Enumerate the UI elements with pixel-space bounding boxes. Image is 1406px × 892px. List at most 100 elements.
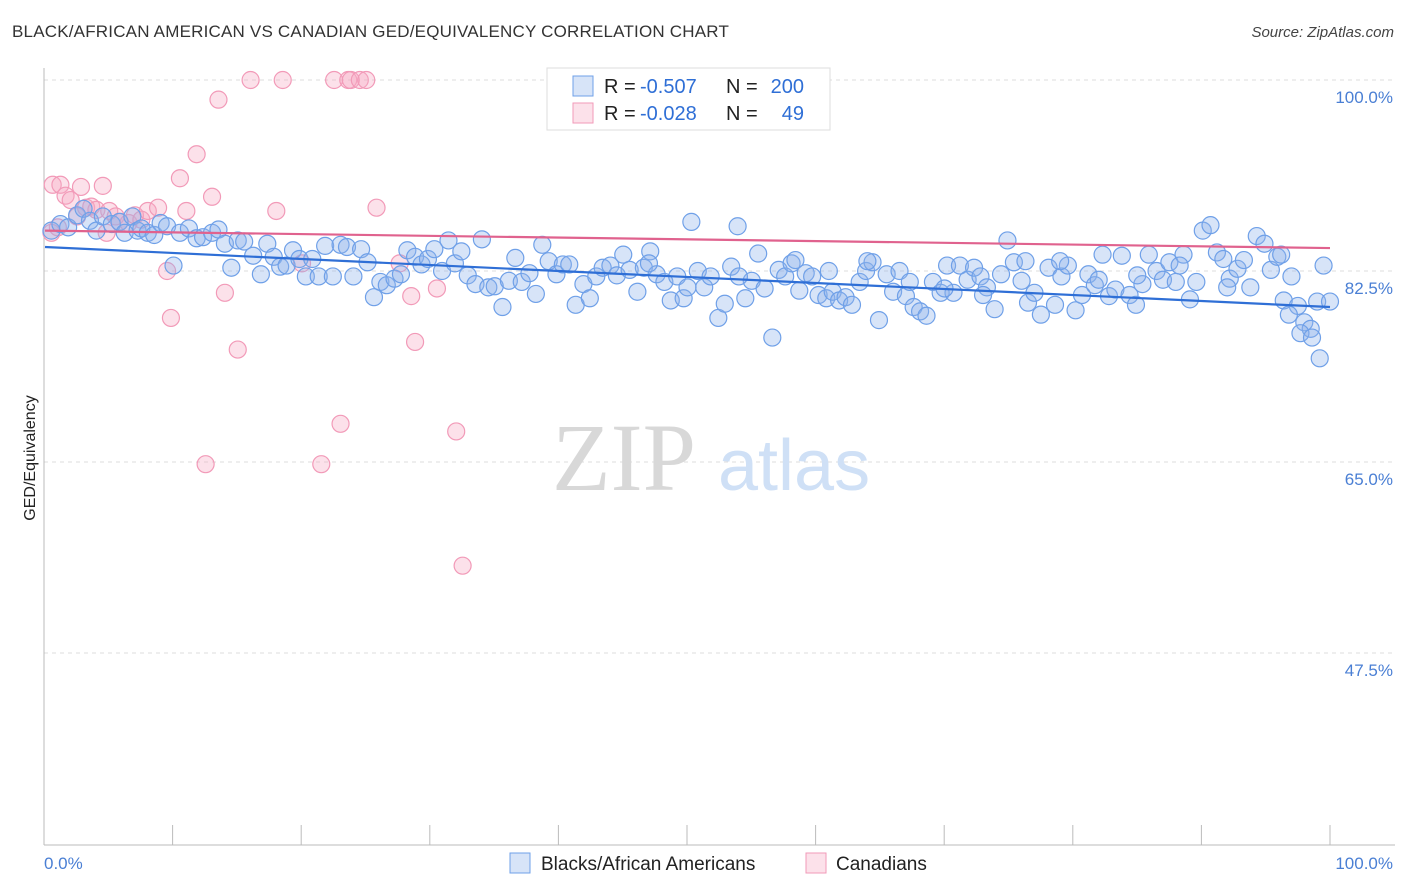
point-blacks-56 xyxy=(425,240,444,259)
point-blacks-72 xyxy=(533,235,552,254)
point-blacks-140 xyxy=(991,265,1011,284)
point-blacks-190 xyxy=(1279,305,1298,324)
point-blacks-86 xyxy=(628,282,647,301)
point-canadians-46 xyxy=(427,279,447,298)
point-blacks-134 xyxy=(950,256,970,275)
point-blacks-155 xyxy=(1093,245,1112,264)
legend-n-label-blacks: N = xyxy=(726,76,758,98)
point-blacks-149 xyxy=(1052,267,1071,286)
point-blacks-171 xyxy=(1201,216,1220,235)
point-blacks-176 xyxy=(1234,250,1254,270)
trend-line-blacks xyxy=(44,245,1331,309)
point-blacks-206 xyxy=(786,250,805,270)
point-blacks-68 xyxy=(506,248,525,268)
point-blacks-104 xyxy=(749,244,768,263)
point-blacks-191 xyxy=(1291,324,1310,343)
point-canadians-7 xyxy=(71,177,91,197)
point-blacks-188 xyxy=(1314,256,1333,275)
point-blacks-102 xyxy=(736,289,755,308)
point-blacks-76 xyxy=(560,255,579,274)
point-canadians-3 xyxy=(51,175,70,194)
point-blacks-45 xyxy=(352,240,371,259)
point-canadians-30 xyxy=(228,340,247,359)
trend-line-canadians xyxy=(44,229,1331,250)
point-canadians-10 xyxy=(87,200,106,219)
point-blacks-201 xyxy=(973,285,993,305)
axes xyxy=(43,68,1395,846)
watermark: ZIP atlas xyxy=(552,404,870,511)
point-blacks-66 xyxy=(493,297,512,317)
point-canadians-31 xyxy=(241,70,260,90)
point-blacks-208 xyxy=(678,278,697,297)
point-blacks-160 xyxy=(1126,295,1146,314)
point-blacks-106 xyxy=(763,328,782,347)
point-blacks-110 xyxy=(790,281,809,300)
point-canadians-28 xyxy=(209,90,228,109)
point-blacks-75 xyxy=(553,255,572,274)
point-blacks-161 xyxy=(1133,274,1152,294)
legend-r-value-blacks: -0.507 xyxy=(640,76,697,98)
point-canadians-11 xyxy=(93,176,112,195)
point-canadians-33 xyxy=(273,70,292,90)
point-blacks-169 xyxy=(1187,272,1206,292)
y-axis-title: GED/Equivalency xyxy=(22,395,39,520)
point-blacks-151 xyxy=(1066,301,1085,320)
point-blacks-209 xyxy=(639,254,659,273)
point-blacks-178 xyxy=(1247,226,1266,246)
point-blacks-39 xyxy=(309,267,328,286)
point-blacks-141 xyxy=(998,231,1017,250)
y-tick-label-2: 65.0% xyxy=(1345,470,1393,489)
point-canadians-40 xyxy=(350,70,369,90)
point-blacks-112 xyxy=(803,267,822,286)
point-blacks-196 xyxy=(1170,256,1189,275)
point-blacks-79 xyxy=(580,289,599,308)
point-canadians-24 xyxy=(177,201,196,221)
point-blacks-192 xyxy=(1310,349,1329,368)
point-blacks-173 xyxy=(1214,249,1233,269)
grid-lines xyxy=(44,79,1395,654)
point-blacks-158 xyxy=(1112,246,1131,265)
point-blacks-84 xyxy=(614,245,633,264)
y-tick-labels: 100.0% 82.5% 65.0% 47.5% xyxy=(1335,88,1393,680)
point-blacks-41 xyxy=(323,267,342,286)
point-canadians-41 xyxy=(357,70,376,90)
legend-swatch-blacks xyxy=(572,75,594,97)
y-tick-label-3: 47.5% xyxy=(1345,661,1393,680)
point-blacks-172 xyxy=(1207,243,1227,262)
point-blacks-129 xyxy=(917,306,936,325)
point-canadians-37 xyxy=(331,414,350,433)
point-blacks-165 xyxy=(1160,253,1179,272)
legend-swatch-canadians xyxy=(572,102,594,124)
point-blacks-200 xyxy=(1016,252,1035,271)
watermark-zip: ZIP xyxy=(552,404,696,511)
point-canadians-29 xyxy=(215,283,234,302)
point-blacks-159 xyxy=(1120,285,1139,305)
legend-n-value-canadians: 49 xyxy=(782,103,804,125)
point-blacks-199 xyxy=(1051,252,1070,271)
watermark-atlas: atlas xyxy=(718,426,870,506)
point-blacks-122 xyxy=(869,311,889,330)
legend-r-label-blacks: R = xyxy=(604,76,636,98)
point-blacks-148 xyxy=(1045,295,1065,314)
series-legend: Blacks/African Americans Canadians xyxy=(509,852,927,875)
point-blacks-179 xyxy=(1255,234,1274,253)
point-blacks-143 xyxy=(1012,271,1031,290)
point-blacks-118 xyxy=(842,295,862,314)
legend-n-value-blacks: 200 xyxy=(771,76,804,98)
point-blacks-43 xyxy=(337,237,357,257)
point-blacks-144 xyxy=(1018,293,1038,312)
point-canadians-26 xyxy=(196,455,215,474)
point-canadians-35 xyxy=(312,455,331,474)
point-blacks-37 xyxy=(296,267,315,286)
x-tick-label-min: 0.0% xyxy=(44,854,83,873)
point-canadians-32 xyxy=(267,201,286,221)
source-credit: Source: ZipAtlas.com xyxy=(1251,24,1394,41)
y-tick-label-0: 100.0% xyxy=(1335,88,1393,107)
point-canadians-44 xyxy=(402,287,421,306)
point-blacks-105 xyxy=(755,279,774,298)
point-blacks-64 xyxy=(479,278,498,297)
point-blacks-70 xyxy=(520,264,539,283)
stats-legend-frame xyxy=(546,67,831,131)
point-blacks-94 xyxy=(682,212,701,231)
series-legend-swatch-canadians xyxy=(805,852,827,874)
